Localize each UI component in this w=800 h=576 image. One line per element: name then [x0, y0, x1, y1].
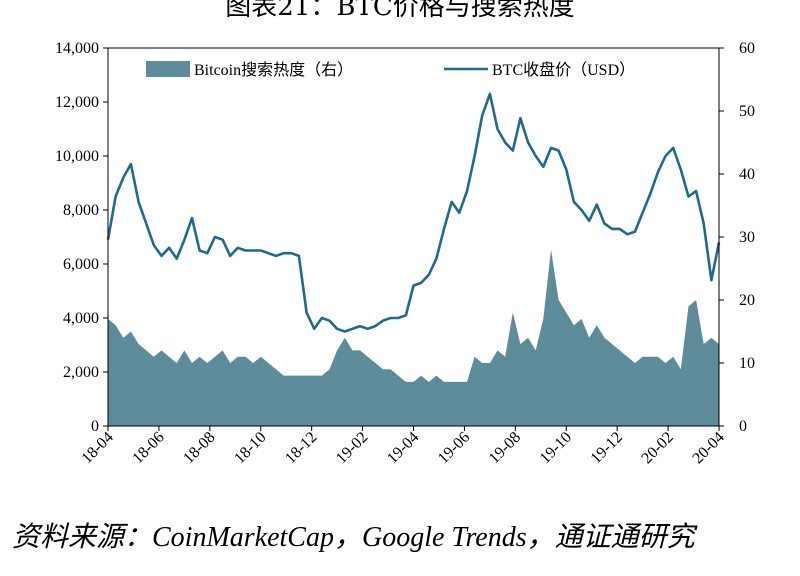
x-tick-label: 19-10	[537, 429, 575, 467]
x-tick-label: 18-06	[129, 429, 167, 467]
legend-area-swatch	[146, 61, 190, 77]
legend-area-label: Bitcoin搜索热度（右）	[194, 61, 353, 79]
x-tick-label: 20-04	[689, 429, 727, 467]
x-tick-label: 19-08	[486, 429, 524, 467]
chart-canvas: 0 2,000 4,000 6,000 8,000 10,000 12,000 14,000 0…	[0, 0, 800, 510]
x-tick-label: 18-12	[282, 429, 320, 467]
left-tick-label: 10,000	[55, 148, 99, 165]
right-tick-label: 30	[739, 229, 755, 246]
right-tick-label: 50	[739, 103, 755, 120]
btc-price-line	[108, 94, 719, 332]
right-tick-label: 0	[739, 418, 747, 435]
left-tick-label: 4,000	[63, 310, 99, 327]
search-interest-area	[108, 250, 719, 426]
left-tick-label: 8,000	[63, 202, 99, 219]
left-tick-label: 12,000	[55, 94, 99, 111]
legend: Bitcoin搜索热度（右） BTC收盘价（USD）	[146, 60, 635, 79]
source-note: 资料来源：CoinMarketCap，Google Trends，通证通研究	[12, 518, 792, 558]
left-tick-label: 14,000	[55, 40, 99, 57]
right-tick-label: 40	[739, 166, 755, 183]
right-tick-label: 60	[739, 40, 755, 57]
left-tick-label: 6,000	[63, 256, 99, 273]
x-tick-label: 18-10	[231, 429, 269, 467]
right-tick-label: 10	[739, 355, 755, 372]
left-tick-label: 0	[91, 418, 99, 435]
right-tick-label: 20	[739, 292, 755, 309]
x-tick-label: 19-02	[333, 429, 371, 467]
x-tick-label: 19-12	[588, 429, 626, 467]
x-tick-label: 18-08	[180, 429, 218, 467]
left-tick-label: 2,000	[63, 364, 99, 381]
price-line-layer	[108, 94, 719, 332]
search-area-layer	[108, 250, 719, 426]
legend-line-label: BTC收盘价（USD）	[492, 60, 635, 79]
x-tick-label: 19-04	[384, 429, 422, 467]
x-tick-label: 20-02	[638, 429, 676, 467]
x-tick-label: 19-06	[435, 429, 473, 467]
